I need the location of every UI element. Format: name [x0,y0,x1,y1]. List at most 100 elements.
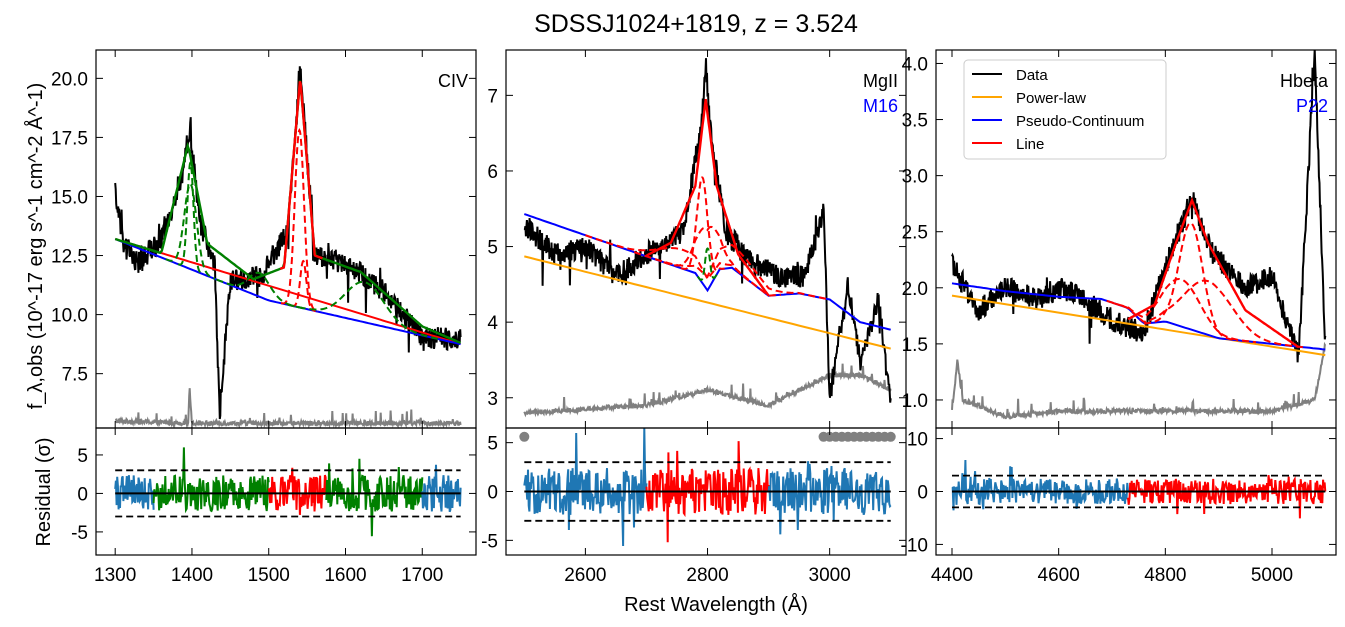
y-tick-label: 3.0 [902,167,928,188]
residual-segment-4 [421,464,462,513]
residual-segment-2 [767,461,892,535]
x-tick-label: 2800 [686,565,728,586]
x-tick-label: 3000 [809,565,851,586]
panel-Hbeta: 4400 4600 4800 5000 1.0 1.5 2.0 2.5 3.0 3.5 4.0 -10… [901,49,1337,586]
panels-group: 1300 1400 1500 1600 1700 7.5 10.0 12.5 15.0 17.5 2… [51,49,1337,586]
line-component-2 [281,127,319,313]
residual-y-tick-label: 5 [77,446,88,467]
y-tick-label: 5 [487,238,498,259]
line-component-1 [177,160,204,275]
x-tick-label: 1400 [171,565,213,586]
error-spectrum-line [115,388,462,428]
flux-plot-CIV [114,66,462,428]
residual-y-tick-label: 10 [907,430,928,451]
x-tick-label: 4400 [931,565,973,586]
data-spectrum-line [951,50,1327,363]
residual-y-tick-label: -10 [901,535,928,556]
total-model-line [1127,197,1300,349]
y-tick-label: 7 [487,86,498,107]
y-tick-label: 4.0 [902,54,928,75]
legend: Data Power-law Pseudo-Continuum Line [963,59,1167,160]
residual-y-tick-label: 0 [487,483,498,504]
main-line-model [279,80,323,270]
flux-plot-Hbeta [951,50,1327,420]
legend-label-2: Pseudo-Continuum [1016,113,1144,130]
x-tick-label: 1700 [401,565,443,586]
legend-label-1: Power-law [1016,90,1086,107]
data-spectrum-line [523,58,892,403]
masked-point-0 [519,431,530,442]
residual-plot-CIV [114,447,462,537]
x-tick-label: 1300 [94,565,136,586]
legend-label-3: Line [1016,136,1044,153]
legend-label-0: Data [1016,67,1048,84]
residual-y-tick-label: 0 [77,484,88,505]
x-tick-label: 4800 [1144,565,1186,586]
line-component-5 [216,271,303,310]
line-component-0 [680,176,725,272]
y-tick-label: 1.0 [902,391,928,412]
residual-plot-MgII [519,428,896,547]
y-axis-label-residual: Residual (σ) [33,437,55,546]
residual-segment-0 [951,459,1129,511]
y-tick-label: 1.5 [902,335,928,356]
x-tick-label: 2600 [564,565,606,586]
masked-point-12 [885,431,896,442]
error-spectrum-line [523,363,892,418]
residual-segment-1 [152,447,270,514]
panel-label: MgII [863,71,898,91]
x-tick-label: 1600 [324,565,366,586]
residual-y-tick-label: -5 [481,531,498,552]
residual-segment-2 [267,467,328,515]
powerlaw-line [524,255,891,350]
pseudo-continuum-line [523,213,891,331]
y-tick-label: 3.5 [902,111,928,132]
x-axis-label: Rest Wavelength (Å) [624,593,808,616]
line-component-3 [633,243,830,301]
line-component-0 [165,182,216,280]
panel-label: Hbeta [1280,71,1329,91]
residual-y-tick-label: 5 [487,434,498,455]
x-tick-label: 1500 [248,565,290,586]
y-tick-label: 17.5 [51,128,88,149]
residual-axes-frame [95,427,477,556]
y-tick-label: 3 [487,389,498,410]
y-tick-label: 7.5 [62,365,88,386]
residual-y-tick-label: -5 [71,523,88,544]
residual-segment-0 [114,475,155,510]
y-tick-label: 12.5 [51,247,88,268]
line-component-0 [1143,221,1239,342]
total-model-line [645,98,770,297]
y-tick-label: 4 [487,313,498,334]
panel-CIV: 1300 1400 1500 1600 1700 7.5 10.0 12.5 15.0 17.5 2… [51,49,477,586]
residual-segment-1 [645,441,770,543]
panel-MgII: 2600 2800 3000 3 4 5 6 7 -5 0 5 MgII M16 [481,49,907,586]
residual-y-tick-label: 0 [917,483,928,504]
line-component-4 [696,247,719,282]
y-tick-label: 10.0 [51,306,88,327]
residual-segment-0 [523,428,648,547]
figure-title: SDSSJ1024+1819, z = 3.524 [534,10,858,38]
data-spectrum-line [114,66,462,420]
line-component-1 [1106,277,1257,344]
error-spectrum-line [951,341,1327,420]
y-tick-label: 2.0 [902,279,928,300]
panel-sublabel: M16 [863,96,898,116]
powerlaw-line [951,294,1326,357]
x-tick-label: 4600 [1038,565,1080,586]
legend-box [963,59,1167,160]
residual-plot-Hbeta [951,459,1327,519]
residual-segment-1 [1127,474,1327,519]
line-component-2 [1111,279,1305,349]
flux-plot-MgII [523,58,892,418]
line-component-2 [585,234,781,297]
powerlaw-line [114,238,461,346]
pseudo-continuum-line [951,282,1326,351]
y-tick-label: 15.0 [51,187,88,208]
line-component-3 [290,259,316,313]
y-axis-label-flux: f_λ,obs (10^-17 erg s^-1 cm^-2 Å^-1) [24,83,47,410]
panel-label: CIV [438,71,468,91]
y-tick-label: 2.5 [902,223,928,244]
panel-sublabel: P22 [1296,96,1328,116]
